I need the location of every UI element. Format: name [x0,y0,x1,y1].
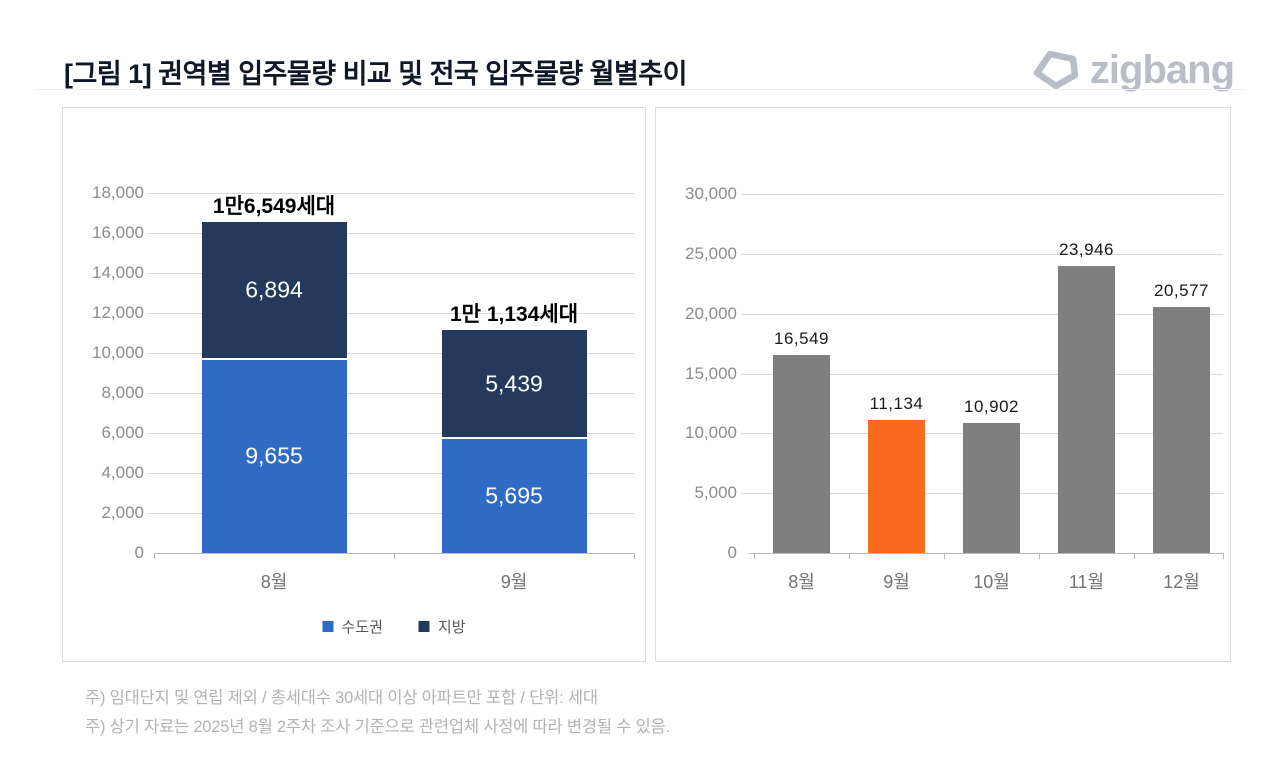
note-line-2: 주) 상기 자료는 2025년 8월 2주차 조사 기준으로 관련업체 사정에 … [85,718,670,736]
x-axis-tick [634,553,635,559]
x-axis-tick [1223,553,1224,559]
regional-comparison-chart-panel: 0 2,000 4,000 6,000 8,000 10,000 12,000 14,000 1… [62,107,646,662]
bar-data-label: 11,134 [869,393,924,413]
grid-line [146,233,634,234]
bar-data-label: 20,577 [1154,280,1209,300]
grid-line [146,513,634,514]
x-tick-label: 8월 [260,572,288,592]
y-tick-label: 10,000 [685,423,737,443]
monthly-trend-chart-panel: 0 5,000 10,000 15,000 20,000 25,000 30,000 16,5… [655,107,1231,662]
page-title: [그림 1] 권역별 입주물량 비교 및 전국 입주물량 월별추이 [64,59,688,89]
y-tick-label: 20,000 [685,303,737,323]
y-tick-label: 0 [727,543,737,562]
legend-swatch [322,621,334,632]
grid-line [146,353,634,354]
monthly-bar-10월 [963,422,1020,553]
y-tick-label: 6,000 [101,423,144,442]
x-axis-tick [849,553,850,559]
note-line-1: 주) 임대단지 및 연립 제외 / 총세대수 30세대 이상 아파트만 포함 /… [85,689,598,707]
x-axis-tick [944,553,945,559]
x-tick-label: 11월 [1068,572,1105,592]
bar-data-label: 10,902 [964,396,1019,416]
segment-value-label: 5,439 [485,370,543,397]
bar-data-label: 23,946 [1059,240,1114,260]
stack-total-label: 1만6,549세대 [212,195,336,219]
footnotes: 주) 임대단지 및 연립 제외 / 총세대수 30세대 이상 아파트만 포함 /… [85,684,670,742]
y-tick-label: 25,000 [685,243,737,263]
x-axis-tick [1134,553,1135,559]
grid-line [146,313,634,314]
stacked-bar-8월-지방: 6,894 [201,222,347,360]
y-tick-label: 18,000 [92,183,144,202]
zigbang-logo: zigbang [1030,48,1235,92]
segment-value-label: 9,655 [245,442,303,469]
x-tick-label: 8월 [788,572,815,592]
zigbang-logo-text: zigbang [1089,48,1235,92]
legend-item-수도권: 수도권 [322,616,383,637]
stack-total-label: 1만 1,134세대 [449,303,579,327]
x-axis-tick [154,553,155,559]
grid-line [146,433,634,434]
stacked-bar-9월-수도권: 5,695 [441,439,587,553]
y-tick-label: 5,000 [694,483,737,503]
y-tick-label: 30,000 [685,184,737,203]
y-tick-label: 15,000 [685,363,737,383]
y-tick-label: 10,000 [92,343,144,362]
chart-legend: 수도권 지방 [322,616,466,637]
grid-line [741,313,1223,315]
grid-line [146,193,634,194]
monthly-bar-11월 [1058,266,1115,553]
grid-line [146,473,634,474]
x-axis-line [749,553,1223,554]
header-divider [34,89,1246,90]
zigbang-house-icon [1033,50,1079,90]
x-tick-label: 9월 [883,572,910,592]
monthly-bar-plot: 0 5,000 10,000 15,000 20,000 25,000 30,000 16,5… [685,184,1224,592]
y-tick-label: 12,000 [92,303,144,322]
x-axis-tick [1039,553,1040,559]
grid-line [146,273,634,274]
grid-line [741,253,1223,255]
y-tick-label: 14,000 [92,263,144,282]
grid-line [741,194,1223,195]
stacked-bar-plot: 0 2,000 4,000 6,000 8,000 10,000 12,000 14,000 1… [92,183,635,592]
x-tick-label: 9월 [500,572,528,592]
legend-swatch [418,621,430,632]
stacked-bar-9월-지방: 5,439 [441,330,587,440]
y-tick-label: 4,000 [101,463,144,482]
y-tick-label: 2,000 [101,503,144,522]
y-tick-label: 8,000 [101,383,144,402]
x-tick-label: 12월 [1163,572,1200,592]
x-axis-tick [394,553,395,559]
bar-data-label: 16,549 [774,328,829,348]
grid-line [146,393,634,394]
segment-value-label: 5,695 [485,482,543,509]
monthly-bar-9월 [868,419,925,553]
grid-line [741,373,1223,375]
y-tick-label: 0 [134,543,144,562]
legend-item-지방: 지방 [418,616,466,637]
segment-value-label: 6,894 [245,276,303,303]
legend-label: 수도권 [341,619,383,636]
y-tick-label: 16,000 [92,223,144,242]
x-tick-label: 10월 [973,572,1010,592]
legend-label: 지방 [437,619,466,636]
stacked-bar-8월-수도권: 9,655 [201,359,347,553]
monthly-bar-12월 [1153,306,1210,553]
x-axis-tick [754,553,755,559]
monthly-bar-8월 [773,354,830,553]
